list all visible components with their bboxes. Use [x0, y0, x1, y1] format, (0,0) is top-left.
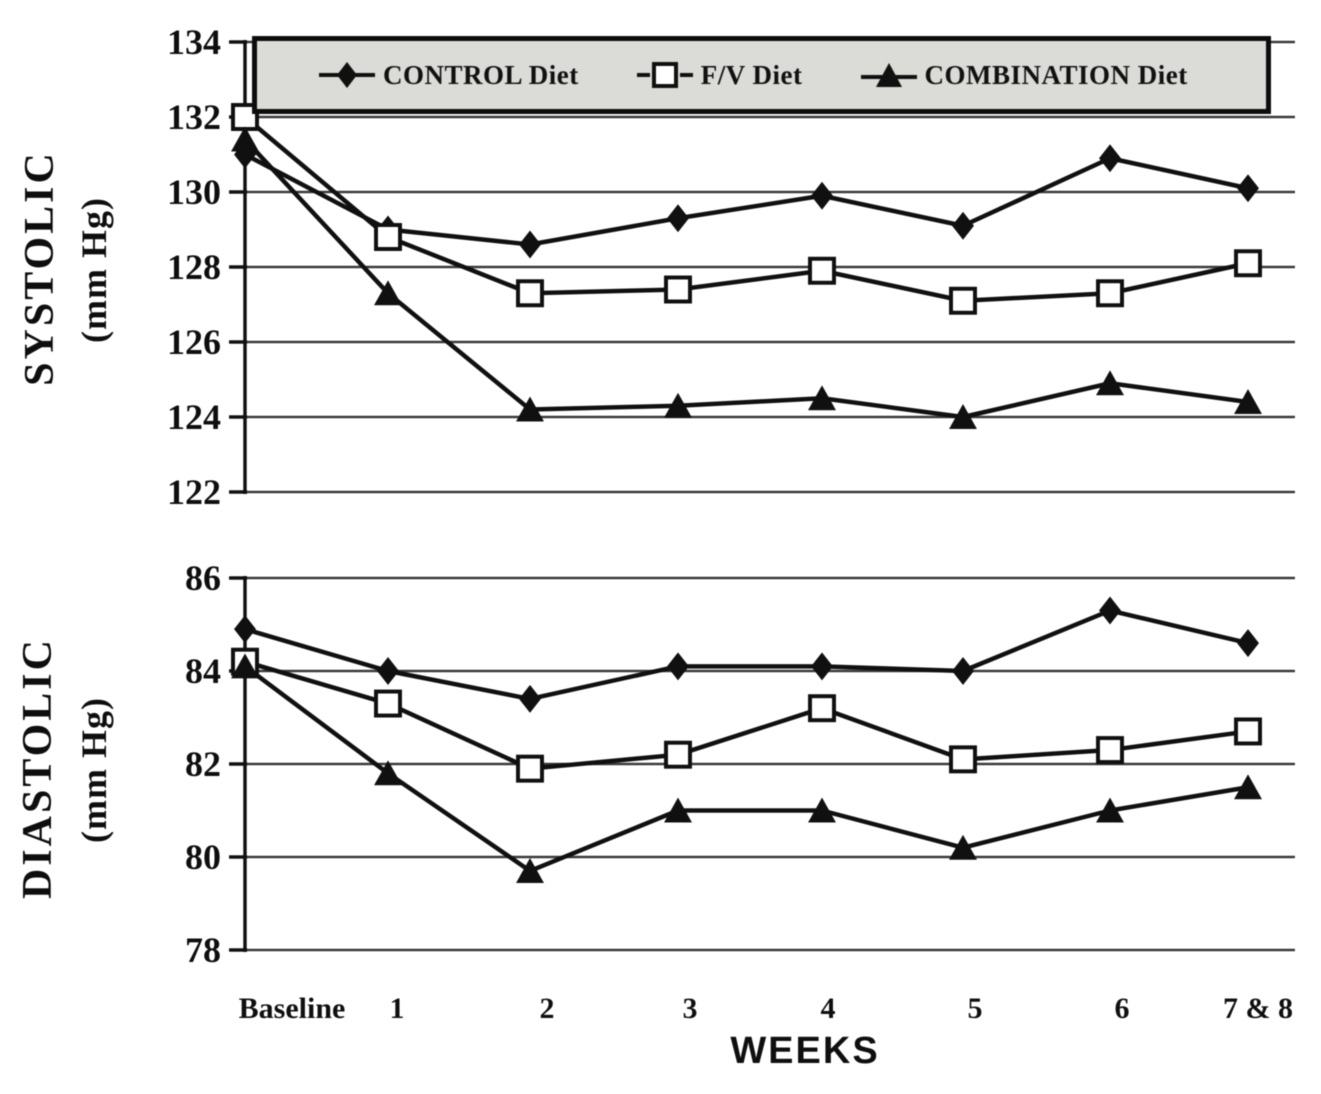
systolic-point-f-v-diet-5 [949, 286, 977, 315]
x-axis-labels: Baseline 1 2 3 4 5 6 7 & 8 [0, 992, 1321, 1028]
systolic-chart: 134 132 130 128 126 124 122 [167, 22, 1295, 512]
systolic-tick-label-128: 128 [167, 247, 221, 287]
x-tick-label-5: 5 [967, 992, 983, 1025]
systolic-point-combination-diet-1 [374, 280, 402, 306]
systolic-point-combination-diet-2 [516, 396, 544, 422]
diastolic-axis-unit: (mm Hg) [74, 697, 114, 843]
diastolic-point-f-v-diet-3 [664, 740, 692, 769]
diastolic-line-control-diet [244, 608, 1249, 702]
diastolic-point-f-v-diet-2 [516, 754, 544, 783]
diastolic-point-combination-diet-7 & 8 [1234, 774, 1262, 800]
systolic-point-control-diet-2 [519, 230, 541, 259]
systolic-point-f-v-diet-4 [808, 256, 836, 285]
systolic-line-f-v-diet [243, 115, 1249, 303]
systolic-line-combination-diet [243, 137, 1249, 420]
filled-triangle-icon [860, 63, 917, 87]
diastolic-point-control-diet-6 [1099, 596, 1121, 625]
systolic-axis-unit: (mm Hg) [74, 197, 114, 343]
systolic-line-control-diet [243, 152, 1249, 247]
x-tick-label-Baseline: Baseline [238, 992, 346, 1025]
systolic-point-f-v-diet-7 & 8 [1234, 249, 1262, 278]
systolic-tick-label-126: 126 [167, 322, 221, 362]
diastolic-point-combination-diet-Baseline [231, 653, 259, 679]
diastolic-point-combination-diet-6 [1096, 797, 1124, 823]
legend-item-combination-diet: COMBINATION Diet [860, 59, 1188, 91]
diastolic-point-control-diet-Baseline [234, 615, 256, 644]
x-axis-title: WEEKS [730, 1030, 880, 1072]
legend-label: CONTROL Diet [383, 59, 579, 90]
x-tick-label-7&8: 7 & 8 [1223, 992, 1293, 1025]
systolic-tick-label-124: 124 [167, 397, 221, 437]
legend-item-control-diet: CONTROL Diet [319, 60, 579, 91]
systolic-point-control-diet-7 & 8 [1237, 174, 1259, 203]
systolic-point-control-diet-3 [667, 204, 689, 233]
legend: CONTROL Diet F/V Diet COMBINATION Diet [252, 36, 1271, 114]
diastolic-point-f-v-diet-5 [949, 745, 977, 774]
diastolic-point-control-diet-4 [811, 652, 833, 681]
systolic-point-control-diet-6 [1099, 144, 1121, 173]
legend-label: COMBINATION Diet [924, 59, 1188, 90]
systolic-point-f-v-diet-2 [516, 279, 544, 308]
diastolic-chart: 86 84 82 80 78 [185, 558, 1295, 970]
systolic-tick-label-132: 132 [167, 97, 221, 137]
systolic-point-control-diet-5 [952, 211, 974, 240]
diastolic-point-control-diet-7 & 8 [1237, 629, 1259, 658]
diastolic-tick-label-80: 80 [185, 837, 221, 877]
systolic-point-combination-diet-7 & 8 [1234, 389, 1262, 414]
x-tick-label-3: 3 [682, 992, 698, 1025]
legend-label: F/V Diet [700, 59, 803, 90]
systolic-point-f-v-diet-3 [664, 275, 692, 304]
diastolic-point-control-diet-3 [667, 652, 689, 681]
diastolic-point-combination-diet-5 [949, 834, 977, 860]
diastolic-point-combination-diet-3 [664, 797, 692, 823]
x-tick-label-4: 4 [820, 992, 836, 1025]
systolic-point-combination-diet-6 [1096, 370, 1124, 396]
diastolic-point-combination-diet-2 [516, 857, 544, 883]
diastolic-point-control-diet-1 [377, 657, 399, 685]
x-tick-label-1: 1 [389, 992, 405, 1025]
diastolic-tick-label-84: 84 [185, 651, 221, 691]
diastolic-point-f-v-diet-4 [808, 694, 836, 723]
diastolic-axis-title: DIASTOLIC [15, 637, 61, 899]
systolic-tick-label-130: 130 [167, 172, 221, 212]
systolic-tick-label-134: 134 [167, 22, 221, 62]
diastolic-tick-label-78: 78 [185, 930, 221, 970]
diastolic-point-control-diet-2 [519, 684, 541, 713]
systolic-point-combination-diet-5 [949, 404, 977, 429]
diastolic-tick-label-82: 82 [185, 744, 221, 784]
systolic-point-combination-diet-3 [664, 392, 692, 418]
diastolic-point-f-v-diet-1 [374, 689, 402, 718]
systolic-point-control-diet-4 [811, 181, 833, 210]
diastolic-line-f-v-diet [244, 659, 1249, 771]
filled-diamond-icon [319, 62, 375, 88]
diastolic-point-f-v-diet-7 & 8 [1234, 717, 1262, 746]
diastolic-line-combination-diet [243, 664, 1249, 874]
open-square-icon [636, 62, 693, 88]
systolic-point-f-v-diet-6 [1096, 279, 1124, 308]
diastolic-point-control-diet-5 [952, 657, 974, 685]
diastolic-point-f-v-diet-6 [1096, 736, 1124, 765]
systolic-point-combination-diet-4 [808, 385, 836, 411]
diastolic-point-combination-diet-1 [374, 760, 402, 786]
systolic-point-combination-diet-Baseline [231, 126, 259, 152]
diastolic-tick-label-86: 86 [185, 558, 221, 598]
systolic-axis-title: SYSTOLIC [17, 150, 63, 386]
legend-item-fv-diet: F/V Diet [636, 59, 803, 91]
diastolic-point-combination-diet-4 [808, 797, 836, 823]
systolic-point-f-v-diet-1 [374, 223, 402, 251]
x-tick-label-2: 2 [539, 992, 555, 1025]
systolic-tick-label-122: 122 [167, 472, 221, 512]
x-tick-label-6: 6 [1114, 992, 1130, 1025]
